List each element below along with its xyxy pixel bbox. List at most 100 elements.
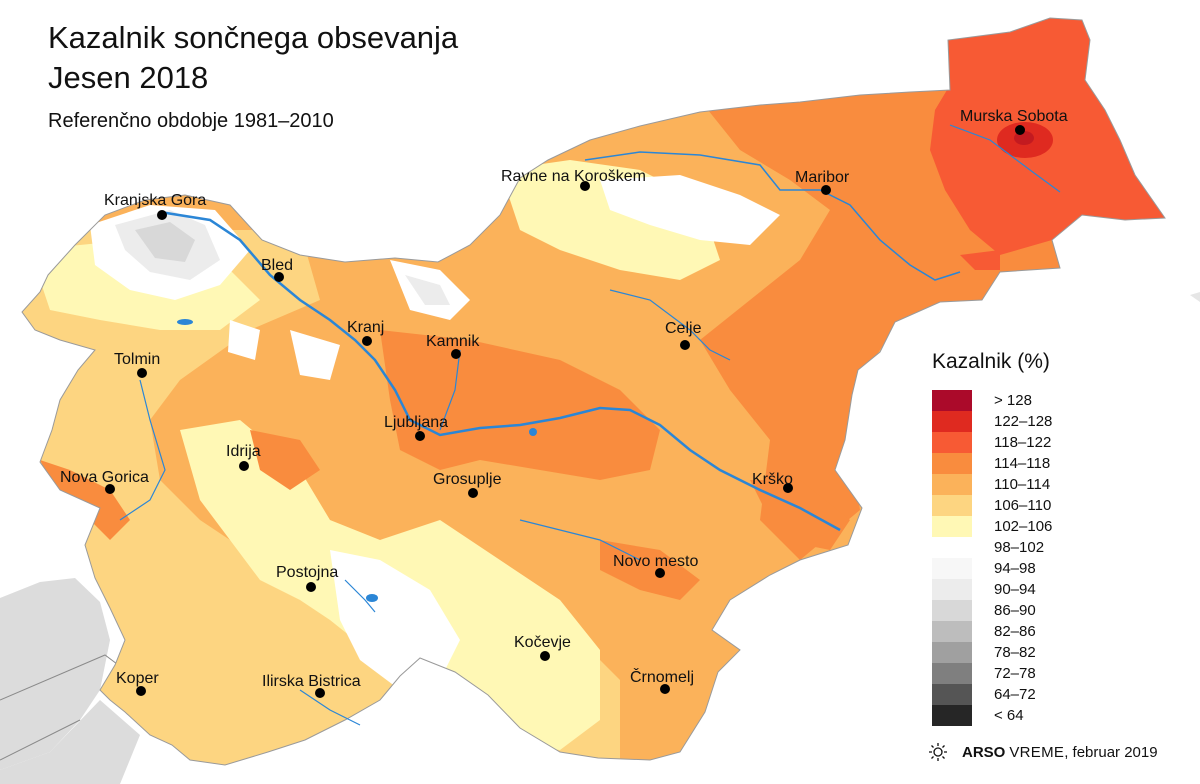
city-dot bbox=[239, 461, 249, 471]
city-marker: Koper bbox=[116, 670, 159, 696]
city-marker: Kranj bbox=[347, 319, 384, 346]
legend-row: 102–106 bbox=[932, 516, 1102, 537]
legend-swatch bbox=[932, 558, 972, 579]
city-dot bbox=[157, 210, 167, 220]
map-subtitle: Referenčno obdobje 1981–2010 bbox=[48, 110, 334, 132]
sun-icon bbox=[929, 743, 947, 761]
credit-brand-secondary: VREME bbox=[1009, 743, 1065, 761]
legend-swatch bbox=[932, 432, 972, 453]
legend-label: 82–86 bbox=[994, 623, 1036, 640]
legend-row: 110–114 bbox=[932, 474, 1102, 495]
city-marker: Celje bbox=[665, 320, 702, 350]
city-label: Kranjska Gora bbox=[104, 192, 206, 209]
city-label: Bled bbox=[261, 257, 293, 274]
city-label: Grosuplje bbox=[433, 471, 502, 488]
city-dot bbox=[821, 185, 831, 195]
legend-swatch bbox=[932, 663, 972, 684]
city-dot bbox=[1015, 125, 1025, 135]
city-label: Novo mesto bbox=[613, 553, 698, 570]
legend-row: 98–102 bbox=[932, 537, 1102, 558]
legend-swatch bbox=[932, 390, 972, 411]
city-label: Krško bbox=[752, 471, 793, 488]
city-dot bbox=[306, 582, 316, 592]
city-label: Koper bbox=[116, 670, 159, 687]
city-label: Kranj bbox=[347, 319, 384, 336]
legend-label: 106–110 bbox=[994, 497, 1052, 514]
city-dot bbox=[415, 431, 425, 441]
city-marker: Ljubljana bbox=[384, 414, 448, 441]
legend-label: 102–106 bbox=[994, 518, 1053, 535]
city-dot bbox=[783, 483, 793, 493]
cities-layer: Murska Sobota Maribor Ravne na Koroškem Kra… bbox=[60, 108, 1068, 698]
city-marker: Novo mesto bbox=[613, 553, 698, 578]
legend-row: 78–82 bbox=[932, 642, 1102, 663]
credit: ARSO VREME , februar 2019 bbox=[928, 742, 1158, 762]
legend-label: 94–98 bbox=[994, 560, 1036, 577]
neighbor-land bbox=[1190, 292, 1200, 302]
legend-label: 110–114 bbox=[994, 476, 1051, 493]
city-dot bbox=[451, 349, 461, 359]
legend-row: > 128 bbox=[932, 390, 1102, 411]
city-marker: Kočevje bbox=[514, 634, 571, 661]
legend-rows: > 128 122–128 118–122 114–118 110–114 106–110… bbox=[932, 390, 1102, 726]
legend-swatch bbox=[932, 495, 972, 516]
legend-row: 114–118 bbox=[932, 453, 1102, 474]
city-marker: Ravne na Koroškem bbox=[501, 168, 646, 191]
city-label: Tolmin bbox=[114, 351, 160, 368]
city-marker: Maribor bbox=[795, 169, 850, 195]
city-label: Celje bbox=[665, 320, 702, 337]
city-marker: Krško bbox=[752, 471, 793, 493]
city-marker: Ilirska Bistrica bbox=[262, 673, 361, 698]
city-label: Maribor bbox=[795, 169, 850, 186]
credit-date: , februar 2019 bbox=[1064, 743, 1158, 761]
city-dot bbox=[105, 484, 115, 494]
city-marker: Kranjska Gora bbox=[104, 192, 206, 220]
legend-swatch bbox=[932, 600, 972, 621]
legend-row: 106–110 bbox=[932, 495, 1102, 516]
legend-row: < 64 bbox=[932, 705, 1102, 726]
legend-label: 72–78 bbox=[994, 665, 1036, 682]
city-label: Črnomelj bbox=[630, 667, 694, 686]
city-marker: Nova Gorica bbox=[60, 469, 149, 494]
legend-swatch bbox=[932, 411, 972, 432]
legend-label: 122–128 bbox=[994, 413, 1053, 430]
legend-title: Kazalnik (%) bbox=[932, 350, 1050, 373]
legend-swatch bbox=[932, 453, 972, 474]
city-dot bbox=[655, 568, 665, 578]
city-dot bbox=[136, 686, 146, 696]
legend-swatch bbox=[932, 705, 972, 726]
city-dot bbox=[362, 336, 372, 346]
city-label: Kamnik bbox=[426, 333, 480, 350]
city-label: Ljubljana bbox=[384, 414, 448, 431]
legend-label: < 64 bbox=[994, 707, 1024, 724]
legend-row: 118–122 bbox=[932, 432, 1102, 453]
legend-swatch bbox=[932, 516, 972, 537]
legend-row: 90–94 bbox=[932, 579, 1102, 600]
neighbor-land bbox=[0, 578, 110, 770]
city-label: Murska Sobota bbox=[960, 108, 1068, 125]
legend-swatch bbox=[932, 621, 972, 642]
legend-row: 122–128 bbox=[932, 411, 1102, 432]
city-label: Ravne na Koroškem bbox=[501, 168, 646, 185]
credit-brand: ARSO bbox=[962, 743, 1006, 761]
city-marker: Postojna bbox=[276, 564, 338, 592]
city-dot bbox=[540, 651, 550, 661]
legend-row: 64–72 bbox=[932, 684, 1102, 705]
city-marker: Idrija bbox=[226, 443, 261, 471]
map-title: Kazalnik sončnega obsevanja Jesen 2018 bbox=[48, 18, 458, 98]
legend-label: 118–122 bbox=[994, 434, 1052, 451]
city-marker: Črnomelj bbox=[630, 667, 694, 694]
city-marker: Bled bbox=[261, 257, 293, 282]
city-dot bbox=[315, 688, 325, 698]
city-marker: Tolmin bbox=[114, 351, 160, 378]
city-label: Nova Gorica bbox=[60, 469, 149, 486]
city-dot bbox=[680, 340, 690, 350]
legend-swatch bbox=[932, 642, 972, 663]
legend-label: 78–82 bbox=[994, 644, 1036, 661]
legend: Kazalnik (%) > 128 122–128 118–122 114–118 1… bbox=[932, 350, 1102, 726]
city-dot bbox=[137, 368, 147, 378]
rivers bbox=[119, 124, 1061, 726]
legend-swatch bbox=[932, 537, 972, 558]
